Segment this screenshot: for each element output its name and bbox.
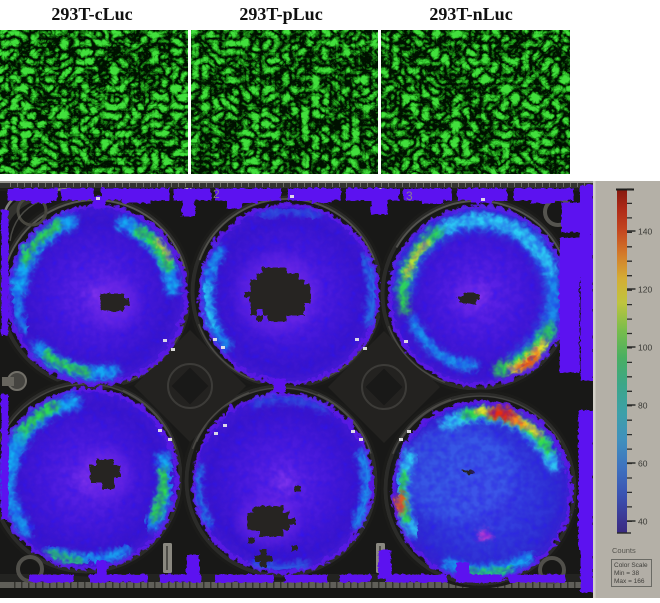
svg-text:2: 2 (213, 187, 220, 201)
svg-text:60: 60 (638, 459, 648, 469)
svg-text:Min = 38: Min = 38 (614, 570, 639, 577)
svg-text:120: 120 (638, 285, 652, 295)
svg-text:Max = 166: Max = 166 (614, 578, 645, 585)
svg-text:3: 3 (406, 189, 413, 203)
svg-text:40: 40 (638, 517, 648, 527)
svg-text:80: 80 (638, 401, 648, 411)
svg-text:Counts: Counts (612, 546, 636, 555)
svg-text:Color Scale: Color Scale (614, 562, 648, 569)
svg-text:100: 100 (638, 343, 652, 353)
svg-text:140: 140 (638, 227, 652, 237)
